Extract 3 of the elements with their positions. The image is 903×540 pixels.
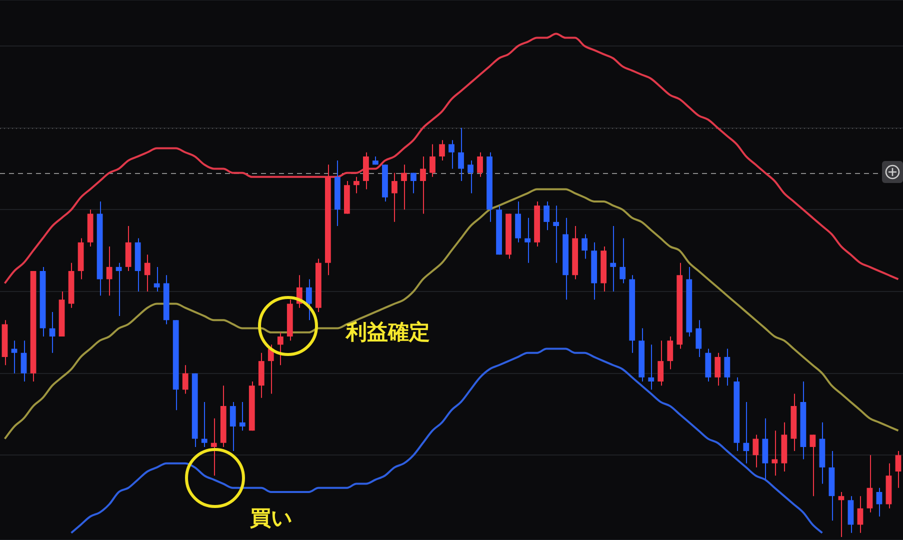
candlestick [772, 430, 778, 476]
annotation: 利益確定 [346, 319, 430, 346]
annotation: 買い [250, 505, 293, 532]
